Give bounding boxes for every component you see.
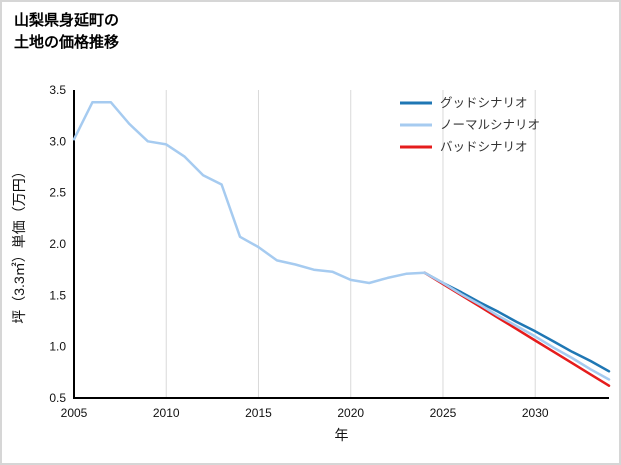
y-tick-label: 0.5 [49,391,66,405]
legend-label: バッドシナリオ [440,140,528,154]
legend-label: ノーマルシナリオ [440,118,540,132]
chart-title: 山梨県身延町の 土地の価格推移 [14,10,119,54]
y-axis-label: 坪（3.3㎡）単価（万円） [11,164,27,323]
y-tick-label: 1.0 [49,340,66,354]
y-tick-label: 3.5 [49,83,66,97]
legend-label: グッドシナリオ [440,96,528,110]
y-tick-label: 2.0 [49,237,66,251]
y-tick-label: 2.5 [49,186,66,200]
series-line-2 [72,101,611,381]
chart-title-line2: 土地の価格推移 [14,33,120,51]
chart-title-line1: 山梨県身延町の [14,12,120,29]
x-axis-label: 年 [335,427,349,443]
x-tick-label: 2020 [337,406,364,420]
x-tick-label: 2010 [153,406,180,420]
x-tick-label: 2025 [430,406,457,420]
x-tick-label: 2030 [522,406,549,420]
x-tick-label: 2015 [245,406,272,420]
x-tick-label: 2005 [61,406,88,420]
y-tick-label: 3.0 [49,134,66,148]
y-tick-label: 1.5 [49,288,66,302]
